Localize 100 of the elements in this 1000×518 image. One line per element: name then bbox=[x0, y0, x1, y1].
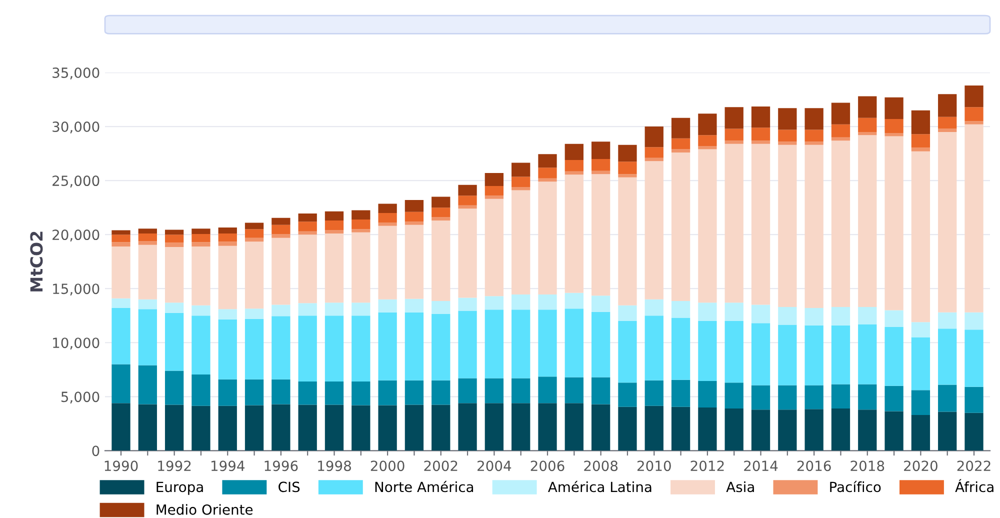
bar bbox=[404, 200, 424, 212]
x-tick-label: 1990 bbox=[104, 460, 138, 472]
bar bbox=[778, 130, 797, 142]
bar bbox=[538, 310, 557, 377]
bar bbox=[164, 234, 184, 243]
x-tick-label: 1994 bbox=[211, 460, 245, 472]
bar bbox=[458, 403, 477, 451]
bar bbox=[458, 184, 477, 196]
bar bbox=[352, 405, 370, 451]
bar bbox=[858, 118, 877, 132]
bar bbox=[724, 107, 744, 129]
bar bbox=[911, 415, 930, 451]
bar bbox=[244, 238, 264, 242]
bar bbox=[564, 308, 584, 378]
bar bbox=[404, 404, 424, 451]
bar bbox=[192, 246, 210, 306]
bar bbox=[724, 382, 744, 409]
bar bbox=[378, 312, 397, 380]
bar bbox=[778, 108, 797, 130]
bar bbox=[164, 370, 184, 405]
bar bbox=[964, 312, 984, 330]
bar bbox=[378, 212, 397, 223]
bar bbox=[644, 147, 664, 158]
bar bbox=[164, 404, 184, 451]
bar bbox=[244, 308, 264, 319]
bar bbox=[298, 303, 317, 316]
bar bbox=[964, 386, 984, 413]
bar bbox=[884, 97, 904, 119]
bar bbox=[324, 302, 344, 316]
bar bbox=[432, 314, 450, 380]
bar bbox=[192, 406, 210, 451]
bar bbox=[484, 310, 504, 378]
bar bbox=[192, 242, 210, 246]
bar bbox=[458, 208, 477, 298]
bar bbox=[512, 310, 530, 378]
bar bbox=[644, 299, 664, 316]
bar bbox=[458, 298, 477, 311]
bar bbox=[858, 324, 877, 384]
bar bbox=[618, 162, 637, 174]
x-tick-label: 2018 bbox=[850, 460, 884, 472]
bar bbox=[538, 178, 557, 182]
y-tick-label: 25,000 bbox=[52, 176, 100, 188]
bar bbox=[484, 403, 504, 451]
bar bbox=[564, 403, 584, 451]
x-tick-label: 2008 bbox=[584, 460, 618, 472]
bar bbox=[778, 324, 797, 386]
bar bbox=[298, 404, 317, 451]
bar bbox=[484, 378, 504, 404]
bar bbox=[618, 144, 637, 162]
y-tick-label: 5,000 bbox=[61, 392, 100, 404]
bar bbox=[458, 196, 477, 206]
bar bbox=[884, 133, 904, 136]
bar bbox=[804, 108, 824, 130]
bar bbox=[378, 405, 397, 451]
bar bbox=[432, 217, 450, 221]
bar bbox=[964, 107, 984, 122]
bar bbox=[352, 316, 370, 382]
bar bbox=[698, 149, 717, 303]
bar bbox=[591, 296, 610, 312]
bar bbox=[751, 410, 770, 451]
bar bbox=[378, 380, 397, 406]
bar bbox=[804, 308, 824, 326]
bar bbox=[484, 172, 504, 186]
bar bbox=[778, 306, 797, 325]
legend-label: Europa bbox=[156, 482, 203, 495]
bar bbox=[538, 294, 557, 310]
bar bbox=[591, 377, 610, 404]
bar bbox=[432, 208, 450, 218]
bar bbox=[618, 321, 637, 383]
bar bbox=[618, 406, 637, 451]
bar bbox=[671, 149, 690, 152]
bar bbox=[698, 302, 717, 322]
bar bbox=[298, 231, 317, 235]
bar bbox=[911, 337, 930, 390]
bar bbox=[644, 158, 664, 162]
bar bbox=[618, 177, 637, 306]
bar bbox=[831, 384, 850, 409]
bar bbox=[458, 310, 477, 378]
bar bbox=[591, 174, 610, 296]
bar bbox=[831, 408, 850, 451]
bar bbox=[831, 306, 850, 326]
bar bbox=[272, 304, 290, 316]
bar bbox=[591, 404, 610, 451]
bar bbox=[884, 326, 904, 386]
bar bbox=[884, 386, 904, 412]
bar bbox=[272, 218, 290, 225]
x-tick-label: 2000 bbox=[370, 460, 404, 472]
bar bbox=[698, 380, 717, 408]
bar bbox=[378, 204, 397, 213]
bar bbox=[724, 128, 744, 141]
bar bbox=[911, 110, 930, 134]
legend-label: Medio Oriente bbox=[156, 504, 253, 515]
bar bbox=[831, 325, 850, 384]
bar bbox=[112, 364, 130, 404]
bar bbox=[591, 158, 610, 171]
bar bbox=[432, 301, 450, 314]
bar bbox=[804, 142, 824, 145]
bar bbox=[831, 102, 850, 124]
bar bbox=[112, 246, 130, 298]
bar bbox=[858, 306, 877, 324]
